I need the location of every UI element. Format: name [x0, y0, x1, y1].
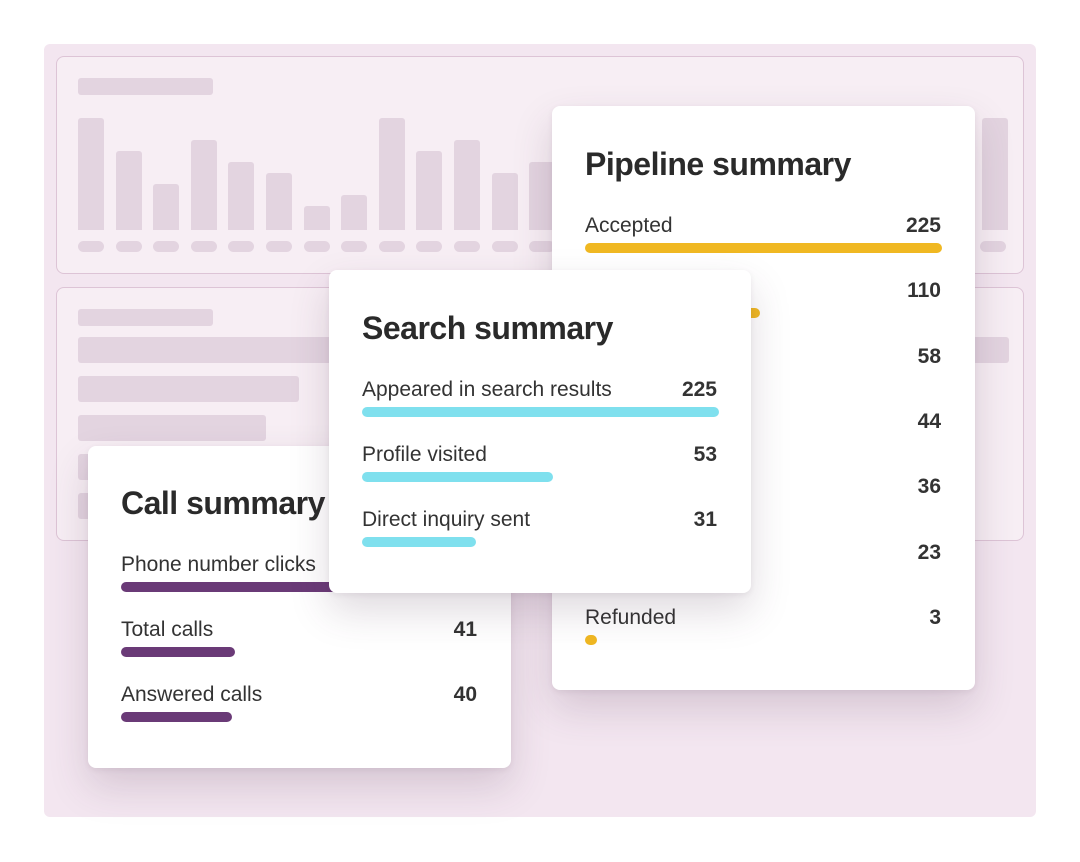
- skeleton-axis-label: [228, 241, 255, 252]
- calls-row-label: Total calls: [121, 618, 214, 641]
- skeleton-bar: [303, 206, 330, 230]
- calls-row-value: 41: [453, 618, 477, 641]
- calls-progress-bar: [121, 647, 236, 657]
- skeleton-list-line: [78, 337, 338, 363]
- skeleton-axis-label: [190, 241, 217, 252]
- skeleton-bar: [228, 162, 255, 230]
- pipeline-row-value: 23: [917, 540, 941, 564]
- search-row-value: 31: [693, 508, 717, 531]
- search-row-value: 53: [693, 443, 717, 466]
- skeleton-bar: [982, 118, 1008, 230]
- skeleton-axis-label: [115, 241, 142, 252]
- pipeline-row-value: 225: [905, 214, 941, 237]
- skeleton-bar: [378, 118, 405, 230]
- search-summary-title: Search summary: [362, 310, 613, 346]
- search-row-label: Direct inquiry sent: [362, 508, 531, 531]
- skeleton-list-title: [78, 309, 213, 326]
- skeleton-axis-label: [980, 241, 1007, 252]
- skeleton-bar: [491, 173, 518, 230]
- calls-row-value: 40: [453, 683, 477, 706]
- skeleton-bar: [78, 118, 104, 230]
- skeleton-bar: [190, 140, 217, 230]
- pipeline-row-value: 110: [907, 279, 941, 303]
- calls-row-label: Answered calls: [121, 683, 263, 706]
- skeleton-chart-title: [78, 78, 213, 95]
- skeleton-bar: [416, 151, 443, 230]
- calls-progress-bar: [121, 582, 478, 592]
- skeleton-axis-label: [78, 241, 104, 252]
- pipeline-row-label: Refunded: [585, 605, 677, 629]
- skeleton-list-line: [78, 376, 299, 402]
- skeleton-list-line: [78, 415, 266, 441]
- skeleton-axis-label: [416, 241, 443, 252]
- pipeline-summary-title: Pipeline summary: [585, 146, 851, 182]
- pipeline-row-value: 3: [929, 605, 941, 629]
- skeleton-axis-label: [454, 241, 480, 252]
- pipeline-progress-bar: [585, 634, 597, 645]
- search-summary-card: Search summary Appeared in search result…: [329, 270, 751, 593]
- skeleton-bar: [454, 140, 480, 230]
- search-progress-bar: [362, 537, 477, 547]
- skeleton-axis-label: [341, 241, 368, 252]
- pipeline-row-value: 44: [917, 409, 941, 433]
- pipeline-row-value: 58: [917, 344, 941, 368]
- calls-progress-bar: [121, 712, 232, 722]
- skeleton-bar: [266, 173, 292, 230]
- skeleton-bar: [153, 184, 180, 230]
- calls-row-label: Phone number clicks: [121, 553, 316, 576]
- skeleton-axis-label: [491, 241, 518, 252]
- skeleton-axis-label: [378, 241, 405, 252]
- skeleton-axis-label: [266, 241, 292, 252]
- pipeline-row-value: 36: [917, 475, 941, 499]
- skeleton-bar: [115, 151, 142, 230]
- search-progress-bar: [362, 407, 719, 417]
- skeleton-axis-label: [303, 241, 330, 252]
- search-row-value: 225: [681, 378, 717, 401]
- skeleton-bar: [341, 195, 368, 230]
- search-progress-bar: [362, 472, 553, 482]
- search-row-label: Profile visited: [362, 443, 487, 466]
- pipeline-row-label: Accepted: [585, 214, 673, 237]
- skeleton-axis-label: [529, 241, 556, 252]
- skeleton-axis-label: [153, 241, 180, 252]
- pipeline-progress-bar: [585, 243, 942, 253]
- search-row-label: Appeared in search results: [362, 378, 612, 401]
- call-summary-title: Call summary: [121, 485, 325, 521]
- skeleton-bar: [529, 162, 556, 230]
